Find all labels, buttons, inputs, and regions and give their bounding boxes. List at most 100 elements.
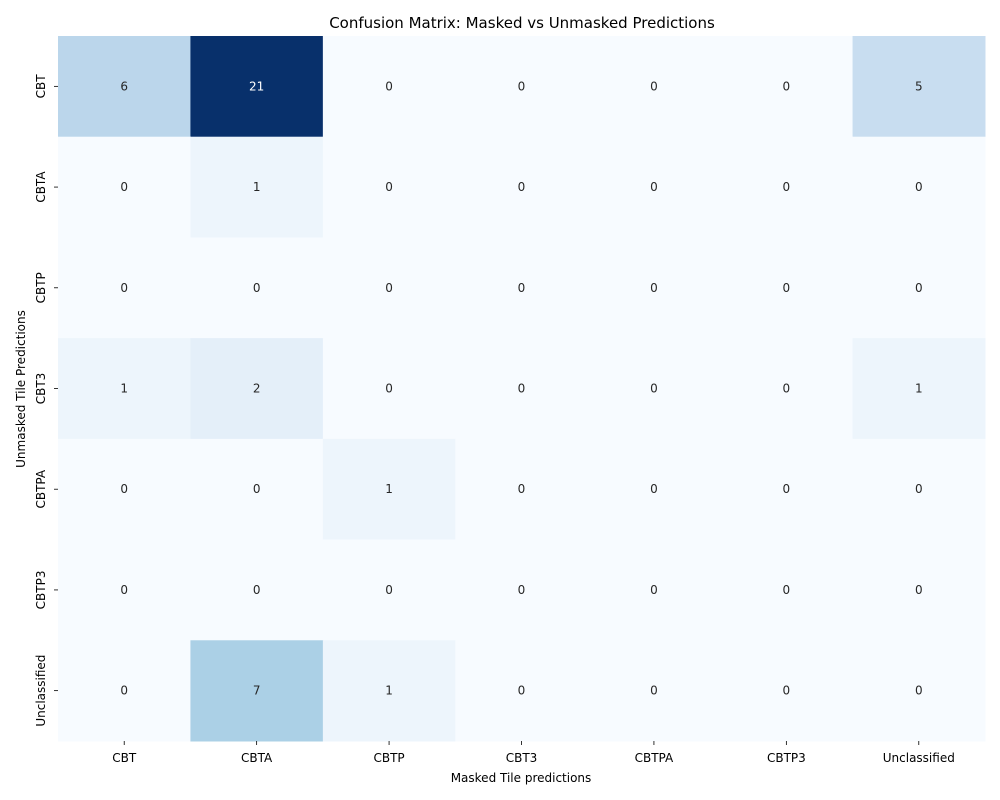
cell-value-label: 0	[783, 583, 791, 597]
cell-value-label: 0	[650, 583, 658, 597]
heatmap-cell	[190, 36, 324, 138]
heatmap-cell	[587, 36, 721, 138]
y-axis-title: Unmasked Tile Predictions	[14, 310, 28, 468]
cell-value-label: 0	[783, 382, 791, 396]
heatmap-cell	[720, 338, 854, 440]
heatmap-cell	[58, 36, 191, 138]
heatmap-cell	[322, 36, 456, 138]
cell-value-label: 0	[915, 482, 923, 496]
cell-value-label: 5	[915, 79, 923, 93]
heatmap-cell	[58, 338, 191, 440]
cell-value-label: 1	[915, 382, 923, 396]
cell-value-label: 6	[120, 79, 128, 93]
x-tick-label: CBTA	[241, 751, 273, 765]
heatmap-cell	[587, 237, 721, 339]
heatmap-cell	[455, 36, 589, 138]
heatmap-cell	[322, 640, 456, 742]
cell-value-label: 0	[120, 583, 128, 597]
cell-value-label: 0	[253, 482, 261, 496]
cell-value-label: 0	[650, 382, 658, 396]
cell-value-label: 0	[385, 281, 393, 295]
y-tick-labels: CBT CBTA CBTP CBT3 CBTPA CBTP3 Unclassified	[34, 74, 58, 727]
heatmap-cell	[720, 36, 854, 138]
cell-value-label: 0	[253, 583, 261, 597]
y-tick-label: CBTA	[34, 171, 48, 203]
heatmap-cell	[455, 438, 589, 541]
x-tick-labels: CBT CBTA CBTP CBT3 CBTPA CBTP3 Unclassified	[112, 741, 955, 765]
cell-value-label: 0	[385, 382, 393, 396]
cell-value-label: 0	[518, 382, 526, 396]
heatmap-cell	[190, 640, 324, 742]
heatmap-cell	[322, 136, 456, 238]
cell-value-label: 2	[253, 382, 261, 396]
x-tick-label: CBTPA	[635, 751, 674, 765]
cell-value-label: 0	[518, 482, 526, 496]
heatmap-cell	[58, 539, 191, 641]
heatmap-cell	[322, 338, 456, 440]
heatmap-cell	[587, 640, 721, 742]
cell-value-label: 0	[120, 482, 128, 496]
cell-value-label: 0	[253, 281, 261, 295]
heatmap-cell	[852, 338, 986, 440]
x-axis-title: Masked Tile predictions	[451, 771, 592, 785]
cell-value-label: 0	[783, 482, 791, 496]
cell-value-label: 0	[915, 281, 923, 295]
x-tick-label: CBTP	[373, 751, 404, 765]
cell-value-label: 1	[385, 684, 393, 698]
heatmap-cell	[322, 237, 456, 339]
y-tick-label: CBT3	[34, 373, 48, 405]
heatmap-cells: 6 21 0 0 0 0 5 0 1 0 0 0 0 0 0 0 0 0 0 0 0 1 2 0 0 0 0 1 0 0 1 0 0 0 0 0 0 0 0…	[58, 36, 986, 742]
heatmap-cell	[852, 36, 986, 138]
heatmap-cell	[190, 539, 324, 641]
heatmap-cell	[852, 539, 986, 641]
heatmap-cell	[587, 539, 721, 641]
cell-value-label: 0	[650, 180, 658, 194]
heatmap-cell	[322, 438, 456, 541]
cell-value-label: 0	[518, 281, 526, 295]
heatmap-cell	[852, 640, 986, 742]
y-tick-label: CBTP	[34, 272, 48, 303]
heatmap-cell	[720, 438, 854, 541]
cell-value-label: 0	[518, 180, 526, 194]
cell-value-label: 1	[385, 482, 393, 496]
cell-value-label: 0	[783, 281, 791, 295]
heatmap-cell	[852, 438, 986, 541]
heatmap-cell	[58, 237, 191, 339]
heatmap-cell	[720, 136, 854, 238]
cell-value-label: 7	[253, 684, 261, 698]
cell-value-label: 1	[253, 180, 261, 194]
y-tick-label: CBTPA	[34, 469, 48, 508]
heatmap-cell	[852, 237, 986, 339]
heatmap-cell	[587, 438, 721, 541]
cell-value-label: 0	[915, 684, 923, 698]
y-tick-label: CBT	[34, 74, 48, 99]
heatmap-cell	[587, 136, 721, 238]
heatmap-cell	[720, 640, 854, 742]
y-tick-label: Unclassified	[34, 655, 48, 727]
heatmap-cell	[455, 237, 589, 339]
cell-value-label: 0	[650, 79, 658, 93]
heatmap-cell	[322, 539, 456, 641]
cell-value-label: 0	[915, 180, 923, 194]
y-tick-label: CBTP3	[34, 571, 48, 610]
cell-value-label: 0	[518, 684, 526, 698]
heatmap-cell	[190, 237, 324, 339]
cell-value-label: 1	[120, 382, 128, 396]
cell-value-label: 0	[783, 180, 791, 194]
x-tick-label: CBT3	[506, 751, 538, 765]
heatmap-cell	[455, 338, 589, 440]
heatmap-cell	[455, 539, 589, 641]
heatmap-cell	[58, 438, 191, 541]
heatmap-cell	[455, 640, 589, 742]
cell-value-label: 0	[385, 583, 393, 597]
heatmap-cell	[58, 640, 191, 742]
heatmap-cell	[190, 338, 324, 440]
cell-value-label: 0	[915, 583, 923, 597]
x-tick-label: Unclassified	[883, 751, 955, 765]
heatmap-cell	[190, 136, 324, 238]
heatmap-cell	[587, 338, 721, 440]
cell-value-label: 0	[120, 180, 128, 194]
cell-value-label: 0	[385, 180, 393, 194]
heatmap-cell	[720, 539, 854, 641]
